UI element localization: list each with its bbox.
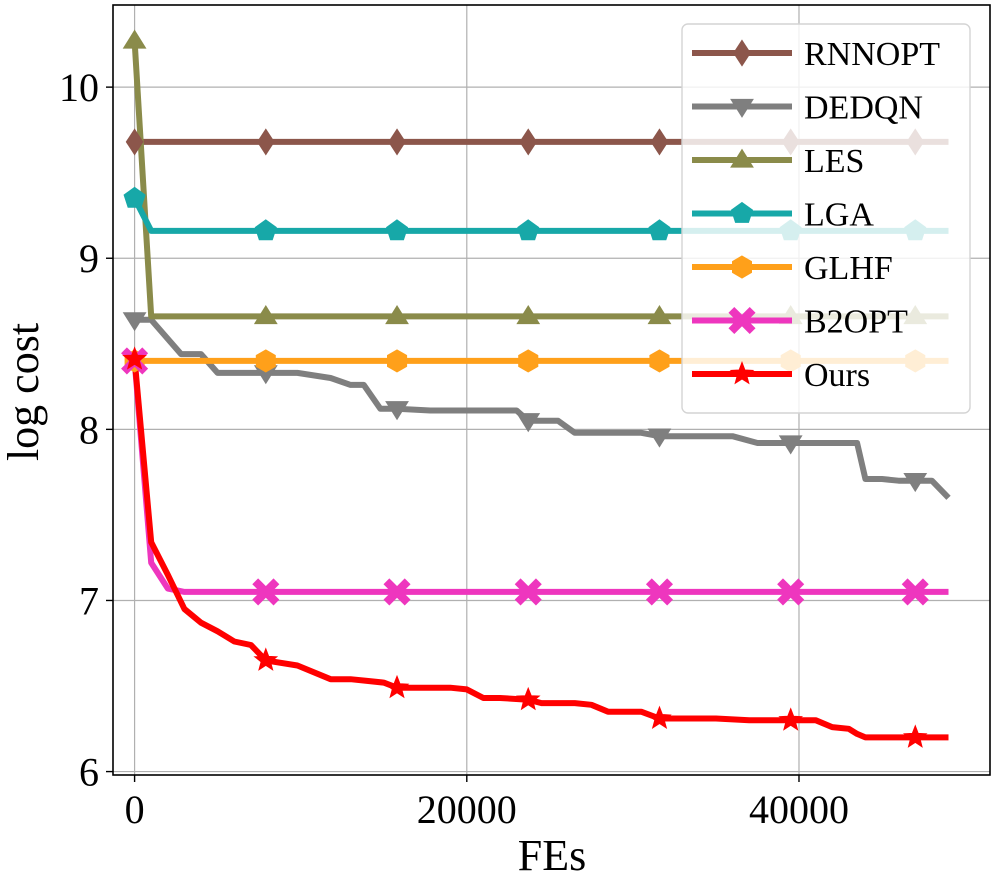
marker-b2opt-stroke: [901, 578, 929, 606]
marker-ours: [902, 724, 928, 748]
marker-b2opt-stroke: [645, 578, 673, 606]
marker-ours: [778, 707, 804, 731]
marker-glhf: [649, 349, 670, 373]
legend-marker-dedqn: [730, 98, 754, 118]
marker-b2opt-stroke: [252, 578, 280, 606]
x-tick-label: 0: [125, 787, 145, 832]
y-tick-label: 6: [79, 750, 99, 795]
marker-glhf: [255, 349, 276, 373]
legend-marker-b2opt: [728, 306, 756, 335]
y-tick-label: 9: [79, 236, 99, 281]
marker-lga: [386, 219, 409, 241]
legend-label-ours: Ours: [804, 357, 870, 394]
marker-b2opt: [252, 578, 280, 606]
marker-les: [253, 305, 278, 325]
series-line-ours: [131, 358, 949, 741]
marker-b2opt: [514, 578, 542, 606]
series-line-dedqn: [134, 316, 951, 500]
marker-les: [647, 305, 672, 325]
legend-marker-lga: [730, 201, 754, 223]
legend-label-rnnopt: RNNOPT: [804, 36, 940, 73]
legend-label-lga: LGA: [804, 197, 874, 234]
marker-rnnopt: [125, 128, 144, 156]
legend-marker-b2opt-stroke: [728, 306, 756, 335]
marker-les: [122, 29, 147, 49]
x-axis-label: FEs: [518, 831, 586, 880]
marker-b2opt: [383, 578, 411, 606]
marker-rnnopt: [650, 128, 669, 156]
marker-b2opt-stroke: [514, 578, 542, 606]
y-axis-label: log cost: [0, 323, 48, 461]
legend: RNNOPT DEDQN LES LGA GLHF B2OPT Ours: [681, 23, 971, 414]
marker-b2opt: [901, 578, 929, 606]
legend-box: [681, 23, 971, 414]
legend-marker-rnnopt: [733, 39, 751, 67]
marker-glhf: [518, 349, 539, 373]
plot-frame: [112, 4, 991, 776]
y-tick-label: 8: [79, 407, 99, 452]
marker-ours: [253, 647, 279, 671]
marker-dedqn: [516, 413, 541, 433]
y-tick-label: 10: [59, 65, 99, 110]
marker-les: [385, 305, 409, 325]
legend-marker-glhf: [732, 255, 752, 279]
marker-dedqn: [122, 312, 147, 332]
marker-dedqn: [778, 435, 803, 455]
legend-label-les: LES: [804, 143, 864, 180]
x-tick-label: 40000: [749, 787, 849, 832]
marker-b2opt: [645, 578, 673, 606]
legend-marker-les: [730, 148, 754, 168]
legend-label-glhf: GLHF: [804, 250, 893, 287]
marker-lga: [517, 219, 540, 241]
marker-dedqn: [903, 473, 928, 493]
legend-label-b2opt: B2OPT: [804, 304, 908, 341]
legend-label-dedqn: DEDQN: [804, 90, 923, 127]
x-ticks: 0 20000 40000: [125, 775, 849, 832]
marker-ours: [647, 705, 672, 730]
marker-ours: [384, 674, 410, 699]
marker-rnnopt: [519, 128, 538, 156]
legend-marker-ours: [729, 360, 755, 385]
marker-b2opt-stroke: [383, 578, 411, 606]
marker-ours: [515, 686, 541, 711]
marker-glhf: [387, 349, 408, 373]
marker-b2opt: [777, 578, 805, 606]
marker-lga: [123, 186, 146, 208]
marker-rnnopt: [388, 128, 406, 156]
y-tick-label: 7: [79, 578, 99, 623]
marker-rnnopt: [256, 128, 275, 156]
marker-ours: [122, 346, 147, 370]
x-tick-label: 20000: [417, 787, 517, 832]
marker-lga: [648, 219, 671, 241]
y-ticks: 6 7 8 9 10: [59, 65, 113, 795]
marker-dedqn: [647, 428, 672, 448]
marker-dedqn: [385, 401, 409, 421]
marker-lga: [254, 219, 277, 241]
marker-b2opt-stroke: [777, 578, 805, 606]
marker-les: [516, 305, 541, 325]
